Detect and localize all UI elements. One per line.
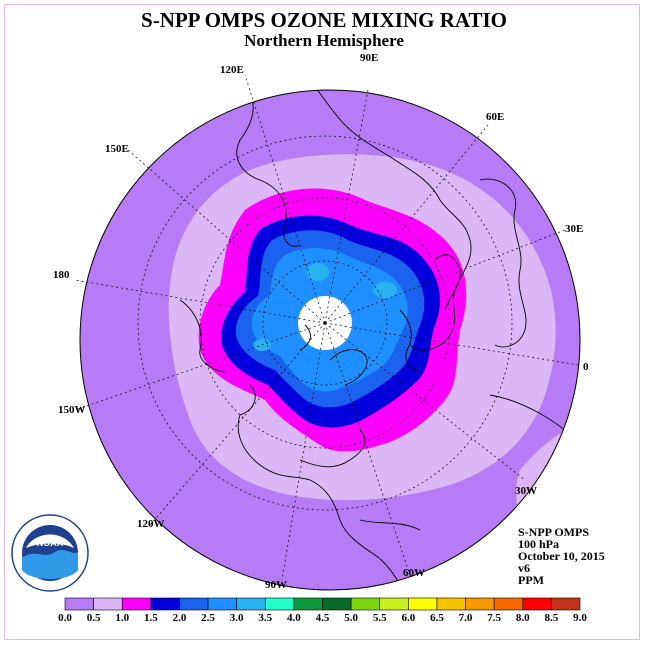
colorbar-tick-label: 9.0 xyxy=(573,612,587,624)
colorbar-tick-label: 6.5 xyxy=(430,612,444,624)
info-date: October 10, 2015 xyxy=(518,549,605,563)
lon-label-30w: 30W xyxy=(515,485,537,497)
colorbar-tick-label: 0.0 xyxy=(58,612,72,624)
lon-label-150w: 150W xyxy=(58,404,86,416)
map-title: S-NPP OMPS OZONE MIXING RATIO xyxy=(141,8,507,32)
noaa-logo: NOAA xyxy=(11,514,89,592)
colorbar-swatch xyxy=(551,597,581,611)
colorbar-tick-label: 5.5 xyxy=(373,612,387,624)
colorbar-swatch xyxy=(93,597,123,611)
lon-label-60e: 60E xyxy=(486,111,504,123)
colorbar-swatch xyxy=(64,597,94,611)
colorbar-swatch xyxy=(379,597,409,611)
info-block: S-NPP OMPS 100 hPa October 10, 2015 v6 P… xyxy=(518,526,605,586)
noaa-logo-text: NOAA xyxy=(37,538,64,548)
colorbar-swatch xyxy=(436,597,466,611)
colorbar-tick-label: 1.0 xyxy=(115,612,129,624)
map-subtitle: Northern Hemisphere xyxy=(244,31,404,50)
colorbar-swatch xyxy=(408,597,438,611)
colorbar-swatch xyxy=(522,597,552,611)
colorbar-tick-label: 7.5 xyxy=(487,612,501,624)
colorbar-swatch xyxy=(293,597,323,611)
lon-label-150e: 150E xyxy=(105,143,129,155)
colorbar-tick-label: 4.5 xyxy=(316,612,330,624)
lon-label-180: 180 xyxy=(53,269,70,281)
colorbar-tick-label: 1.5 xyxy=(144,612,158,624)
info-units: PPM xyxy=(518,573,544,587)
info-level: 100 hPa xyxy=(518,537,560,551)
figure-frame xyxy=(4,4,640,640)
info-version: v6 xyxy=(518,561,530,575)
colorbar-swatch xyxy=(150,597,180,611)
colorbar-swatch xyxy=(207,597,237,611)
lon-label-120e: 120E xyxy=(220,64,244,76)
coastlines xyxy=(179,90,580,590)
colorbar-tick-label: 0.5 xyxy=(87,612,101,624)
colorbar-swatch xyxy=(179,597,209,611)
info-instrument: S-NPP OMPS xyxy=(518,525,589,539)
lon-label-120w: 120W xyxy=(137,518,165,530)
lon-label-90w: 90W xyxy=(265,579,287,591)
colorbar-swatch xyxy=(121,597,152,611)
lon-label-60w: 60W xyxy=(403,567,425,579)
colorbar-tick-label: 2.0 xyxy=(173,612,187,624)
band-3.0-3.5-patch xyxy=(373,282,397,298)
lon-label-0: 0 xyxy=(583,361,589,373)
colorbar-swatch xyxy=(236,597,266,611)
colorbar-swatch xyxy=(465,597,495,611)
colorbar-tick-label: 4.0 xyxy=(287,612,301,624)
graticule xyxy=(74,74,579,581)
band-3.0-3.5-patch xyxy=(307,263,329,281)
colorbar-swatch xyxy=(350,597,381,611)
colorbar-swatch xyxy=(264,597,295,611)
lon-label-90e: 90E xyxy=(360,52,378,64)
map-outline xyxy=(79,89,581,591)
colorbar-tick-label: 2.5 xyxy=(201,612,215,624)
colorbar-tick-label: 5.0 xyxy=(344,612,358,624)
lon-label-30e: 30E xyxy=(565,223,583,235)
colorbar-tick-label: 8.0 xyxy=(516,612,530,624)
colorbar-tick-label: 3.0 xyxy=(230,612,244,624)
colorbar-swatch xyxy=(493,597,524,611)
colorbar-tick-label: 7.0 xyxy=(459,612,473,624)
colorbar-tick-label: 3.5 xyxy=(258,612,272,624)
colorbar-swatch xyxy=(322,597,352,611)
colorbar-tick-label: 8.5 xyxy=(545,612,559,624)
colorbar-tick-label: 6.0 xyxy=(401,612,415,624)
